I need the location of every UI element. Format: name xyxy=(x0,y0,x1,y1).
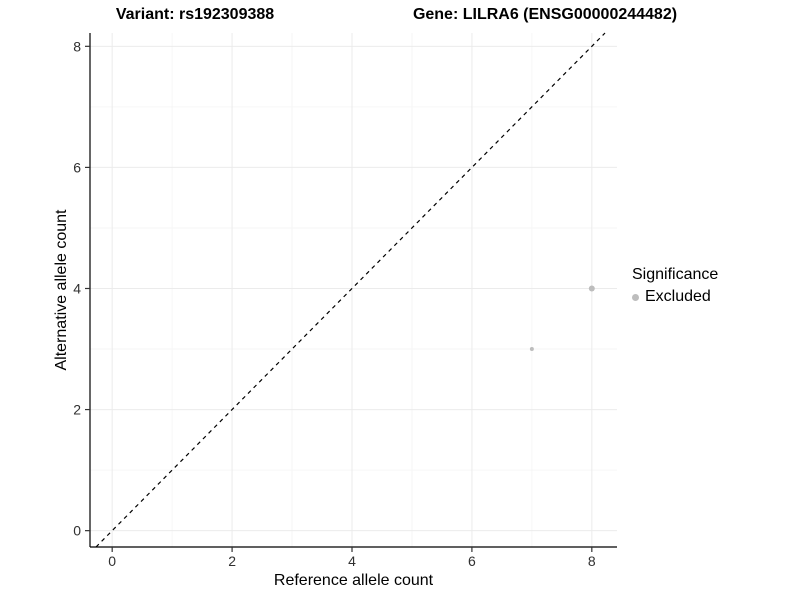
legend-title: Significance xyxy=(632,266,719,283)
x-axis-title: Reference allele count xyxy=(273,572,434,589)
data-point xyxy=(588,285,595,292)
plot-title-gene: Gene: LILRA6 (ENSG00000244482) xyxy=(412,6,678,23)
y-tick-label: 6 xyxy=(73,159,81,175)
x-tick-label: 2 xyxy=(228,553,236,569)
x-tick-label: 6 xyxy=(468,553,476,569)
x-tick-label: 0 xyxy=(108,553,116,569)
legend-point-icon xyxy=(632,293,639,301)
legend-entry: Excluded xyxy=(632,288,718,306)
y-tick-label: 8 xyxy=(73,38,81,54)
y-tick-label: 4 xyxy=(73,280,81,296)
x-tick-label: 8 xyxy=(588,553,596,569)
identity-line xyxy=(95,32,606,548)
data-point xyxy=(529,347,534,352)
y-tick-label: 2 xyxy=(73,402,81,418)
y-axis-title: Alternative allele count xyxy=(53,209,70,371)
legend-entry-label: Excluded xyxy=(645,288,711,305)
y-tick-label: 0 xyxy=(73,523,81,539)
legend: Significance Excluded xyxy=(632,266,718,306)
plot-title-variant: Variant: rs192309388 xyxy=(115,6,275,23)
x-tick-label: 4 xyxy=(348,553,356,569)
